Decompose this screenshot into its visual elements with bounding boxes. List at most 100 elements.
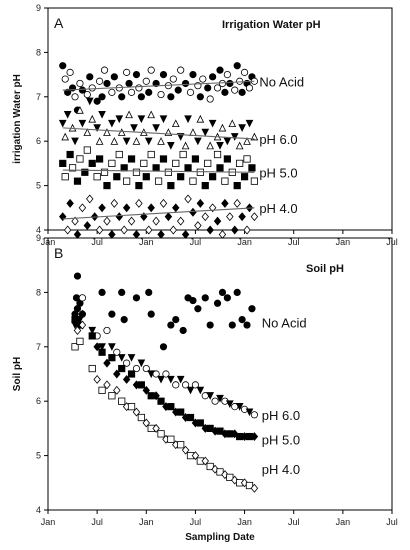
data-point	[93, 124, 101, 132]
data-point	[250, 483, 259, 493]
panel-a-trendlines	[62, 80, 255, 220]
data-point	[216, 142, 224, 150]
panel-b-title: Soil pH	[306, 263, 344, 275]
data-point	[186, 386, 195, 395]
data-point	[238, 88, 246, 96]
data-point	[100, 66, 109, 74]
data-point	[181, 445, 190, 455]
data-point	[172, 381, 180, 389]
data-point	[81, 168, 89, 176]
x-tick-label: Jan	[336, 517, 351, 527]
data-point	[132, 71, 141, 79]
x-tick-label: Jan	[237, 517, 252, 527]
series-label: pH 4.0	[262, 462, 300, 477]
data-point	[127, 216, 136, 226]
data-point	[172, 315, 180, 324]
data-point	[147, 110, 156, 119]
data-point	[73, 272, 82, 280]
data-point	[184, 115, 192, 124]
data-point	[118, 397, 126, 405]
data-point	[132, 137, 141, 145]
data-point	[123, 177, 131, 185]
data-point	[177, 441, 185, 449]
data-point	[83, 128, 92, 136]
data-point	[231, 475, 239, 485]
x-tick-label: Jul	[386, 517, 398, 527]
data-point	[213, 84, 222, 92]
data-point	[98, 203, 106, 213]
data-point	[213, 299, 222, 307]
data-point	[169, 75, 177, 83]
data-point	[83, 221, 92, 231]
data-point	[88, 114, 97, 123]
data-point	[216, 394, 224, 403]
data-point	[76, 79, 84, 88]
data-point	[127, 155, 136, 163]
data-point	[59, 62, 67, 70]
data-point	[236, 77, 244, 85]
x-tick-label: Jul	[288, 237, 300, 247]
data-point	[117, 128, 126, 136]
data-point	[226, 79, 234, 88]
data-point	[135, 181, 143, 190]
data-point	[152, 164, 160, 172]
trend-line	[62, 207, 255, 220]
data-point	[122, 137, 131, 146]
data-point	[120, 164, 128, 172]
data-point	[245, 84, 254, 92]
data-point	[171, 119, 180, 128]
data-point	[113, 385, 121, 395]
data-point	[250, 432, 259, 442]
data-point	[98, 348, 106, 356]
data-point	[231, 225, 239, 235]
data-point	[98, 386, 106, 394]
data-point	[196, 114, 205, 123]
data-point	[108, 354, 116, 362]
data-point	[213, 216, 222, 226]
data-point	[108, 119, 116, 128]
panel-b-frame	[47, 237, 393, 511]
data-point	[186, 413, 195, 422]
data-point	[142, 77, 150, 85]
data-point	[167, 435, 175, 443]
data-point	[137, 381, 145, 389]
data-point	[76, 337, 84, 345]
data-point	[68, 164, 77, 172]
data-point	[130, 124, 138, 132]
data-point	[88, 326, 97, 335]
data-point	[86, 73, 94, 81]
data-point	[250, 411, 258, 419]
data-point	[117, 354, 126, 362]
data-point	[159, 198, 168, 208]
data-point	[177, 173, 185, 181]
data-point	[110, 73, 118, 81]
data-point	[125, 110, 133, 119]
data-point	[216, 66, 224, 74]
panel-a-y-ticks: 4 5 6 7 8 9	[36, 3, 48, 235]
data-point	[132, 294, 141, 302]
data-point	[191, 381, 200, 389]
data-point	[206, 392, 215, 400]
y-tick-label: 7	[36, 92, 41, 102]
data-point	[176, 216, 185, 226]
data-point	[123, 359, 131, 367]
data-point	[206, 141, 215, 150]
data-point	[228, 321, 236, 329]
data-point	[213, 150, 222, 159]
data-point	[240, 68, 249, 76]
data-point	[152, 423, 160, 433]
data-point	[235, 403, 244, 411]
x-tick-label: Jul	[190, 517, 202, 527]
data-point	[100, 168, 109, 176]
y-tick-label: 7	[36, 342, 41, 352]
data-point	[147, 66, 155, 74]
data-point	[218, 288, 227, 296]
data-point	[216, 427, 224, 435]
data-point	[154, 177, 163, 185]
data-point	[159, 343, 168, 351]
data-point	[127, 370, 136, 378]
data-point	[179, 150, 187, 159]
data-point	[110, 198, 119, 208]
data-point	[71, 216, 79, 226]
